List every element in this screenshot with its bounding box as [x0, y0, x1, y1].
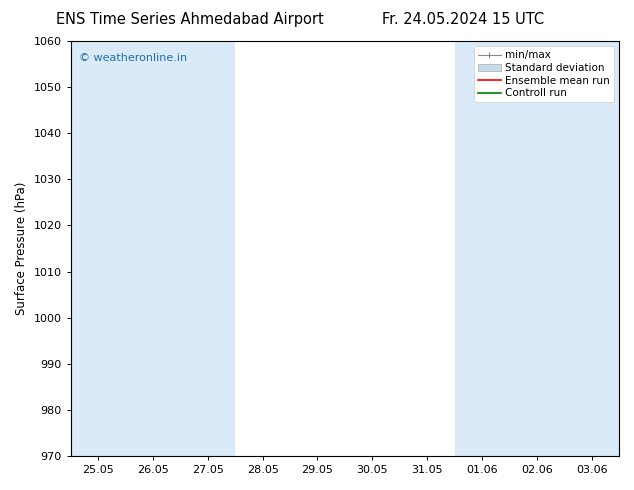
Text: © weatheronline.in: © weatheronline.in: [79, 53, 187, 64]
Legend: min/max, Standard deviation, Ensemble mean run, Controll run: min/max, Standard deviation, Ensemble me…: [474, 46, 614, 102]
Text: ENS Time Series Ahmedabad Airport: ENS Time Series Ahmedabad Airport: [56, 12, 324, 27]
Bar: [180, 41, 235, 456]
Bar: [455, 41, 509, 456]
Bar: [509, 41, 564, 456]
Bar: [564, 41, 619, 456]
Y-axis label: Surface Pressure (hPa): Surface Pressure (hPa): [15, 182, 28, 315]
Bar: [126, 41, 180, 456]
Text: Fr. 24.05.2024 15 UTC: Fr. 24.05.2024 15 UTC: [382, 12, 544, 27]
Bar: [71, 41, 126, 456]
